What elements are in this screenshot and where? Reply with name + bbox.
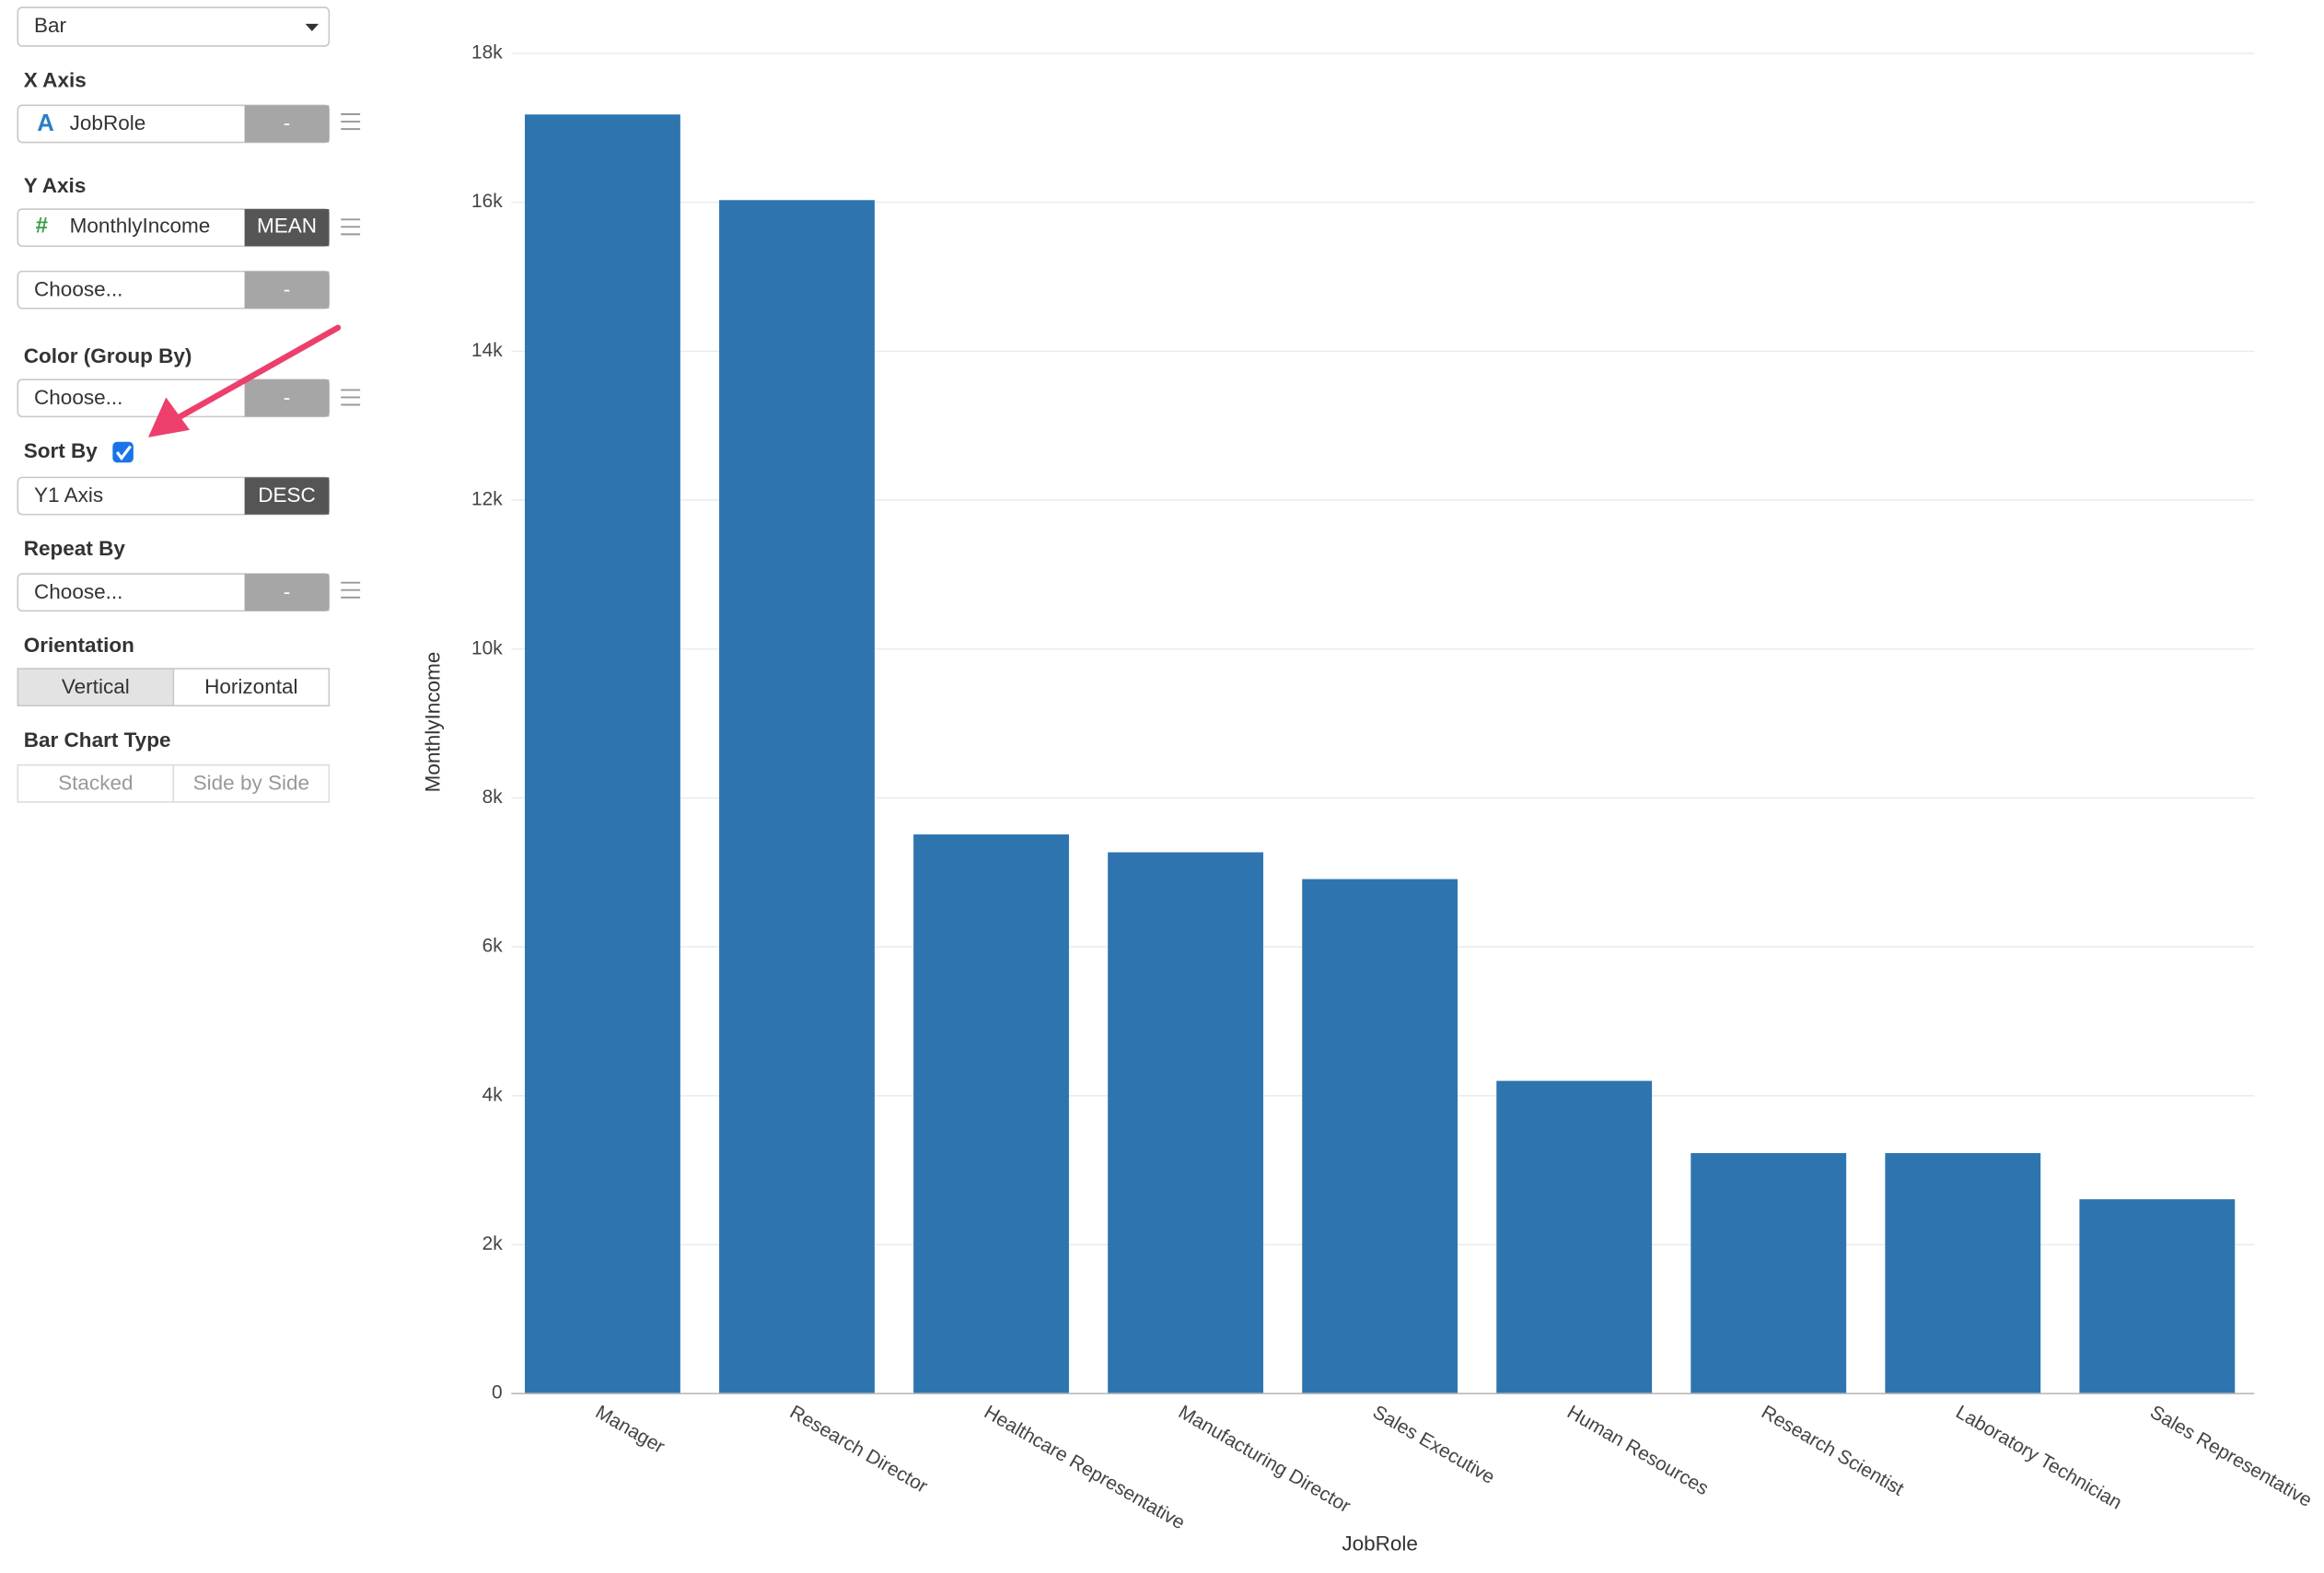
repeat-field-value: Choose... xyxy=(34,580,122,603)
x-tick-label: Sales Executive xyxy=(1369,1402,1498,1488)
bar xyxy=(1302,879,1458,1394)
dropdown-caret xyxy=(305,23,320,31)
bar-type-stacked[interactable] xyxy=(17,763,175,803)
color-agg[interactable] xyxy=(244,379,330,417)
sidebar: Bar X Axis A JobRole - Y Axis # MonthlyI… xyxy=(17,6,361,803)
x-axis-title: JobRole xyxy=(1342,1532,1418,1555)
bar xyxy=(1885,1153,2041,1394)
y-axis-extra-value: Choose... xyxy=(34,278,122,301)
text-icon: A xyxy=(37,111,54,136)
number-icon: # xyxy=(36,214,49,239)
y-tick-label: 14k xyxy=(471,340,503,361)
orientation-option: Horizontal xyxy=(204,675,297,698)
x-tick-label: Manager xyxy=(592,1402,668,1458)
y-tick-label: 0 xyxy=(492,1382,503,1404)
y-axis-field-value: MonthlyIncome xyxy=(70,214,211,237)
color-agg-text: - xyxy=(284,386,291,409)
sort-checkbox[interactable] xyxy=(112,441,134,463)
menu-icon[interactable] xyxy=(341,581,361,599)
checkmark xyxy=(115,445,132,461)
sort-field-value: Y1 Axis xyxy=(34,484,103,507)
x-axis-agg-text: - xyxy=(284,111,291,134)
x-axis-label: X Axis xyxy=(24,69,87,92)
bar xyxy=(1496,1080,1653,1394)
sort-order[interactable] xyxy=(244,477,330,515)
color-field-value: Choose... xyxy=(34,386,122,409)
x-tick-label: Laboratory Technician xyxy=(1952,1402,2125,1514)
menu-icon[interactable] xyxy=(341,113,361,131)
menu-icon[interactable] xyxy=(341,218,361,236)
x-axis-agg[interactable] xyxy=(244,105,330,143)
y-axis-extra-agg[interactable] xyxy=(244,271,330,309)
y-tick-label: 2k xyxy=(482,1233,504,1254)
y-tick-label: 10k xyxy=(471,637,503,658)
bar xyxy=(913,834,1069,1394)
x-tick-label: Manufacturing Director xyxy=(1175,1402,1354,1518)
x-tick-label: Sales Representative xyxy=(2146,1402,2316,1511)
chart-type-select[interactable] xyxy=(17,6,331,47)
repeat-agg[interactable] xyxy=(244,574,330,612)
x-tick-label: Research Scientist xyxy=(1758,1402,1908,1500)
menu-icon[interactable] xyxy=(341,389,361,406)
y-tick-label: 12k xyxy=(471,489,503,510)
x-axis-field-value: JobRole xyxy=(70,111,146,134)
bar xyxy=(1691,1153,1847,1394)
bar-type-side[interactable] xyxy=(172,763,331,803)
bar xyxy=(719,200,875,1394)
orientation-horizontal[interactable] xyxy=(172,668,331,707)
bar xyxy=(1108,852,1263,1394)
color-label: Color (Group By) xyxy=(24,344,192,367)
chart-type-value: Bar xyxy=(34,14,67,37)
x-tick-label: Healthcare Representative xyxy=(981,1402,1189,1534)
bar-type-label: Bar Chart Type xyxy=(24,728,171,752)
orientation-option: Vertical xyxy=(62,675,130,698)
y-axis-label: Y Axis xyxy=(24,174,87,197)
bar-type-option: Stacked xyxy=(58,772,133,795)
y-tick-label: 4k xyxy=(482,1084,504,1105)
sort-label: Sort By xyxy=(24,439,99,462)
y-tick-label: 6k xyxy=(482,936,504,957)
y-tick-label: 16k xyxy=(471,191,503,212)
annotation-arrow xyxy=(147,324,342,437)
y-tick-label: 18k xyxy=(471,42,503,64)
orientation-vertical[interactable] xyxy=(17,668,175,707)
y-tick-label: 8k xyxy=(482,786,504,808)
bar-type-option: Side by Side xyxy=(193,772,309,795)
y-axis-agg-text: MEAN xyxy=(257,214,317,237)
y-axis-agg[interactable] xyxy=(244,209,330,247)
repeat-agg-text: - xyxy=(284,580,291,603)
orientation-label: Orientation xyxy=(24,634,134,657)
bar xyxy=(525,114,680,1394)
x-tick-label: Research Director xyxy=(786,1402,931,1497)
y-axis-extra-agg-text: - xyxy=(284,278,291,301)
sort-order-text: DESC xyxy=(258,484,316,507)
bar xyxy=(2079,1199,2236,1394)
repeat-label: Repeat By xyxy=(24,537,126,560)
x-tick-label: Human Resources xyxy=(1563,1402,1712,1499)
y-axis-title: MonthlyIncome xyxy=(422,652,445,793)
